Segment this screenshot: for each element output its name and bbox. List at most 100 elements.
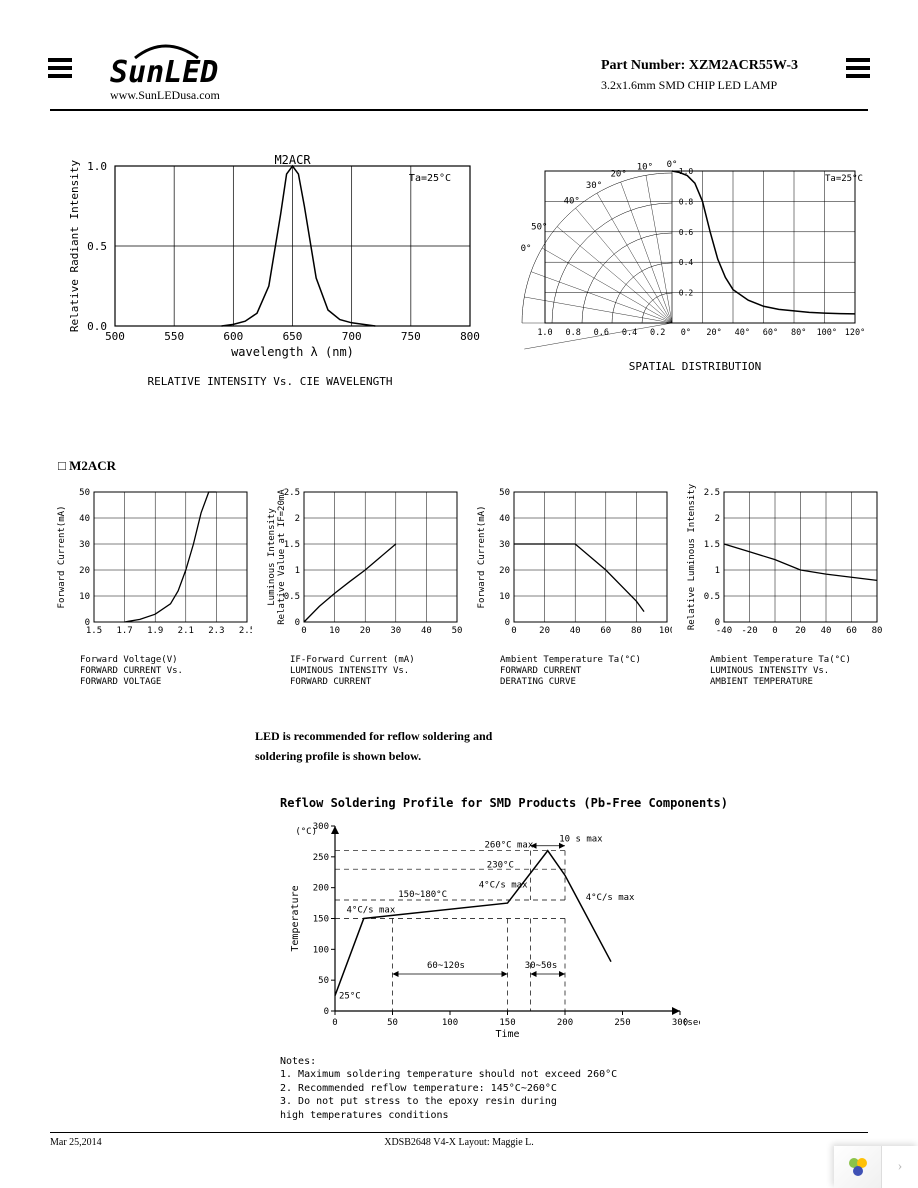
svg-text:Luminous Intensity: Luminous Intensity xyxy=(267,508,277,606)
svg-text:20: 20 xyxy=(539,626,550,636)
logo-url: www.SunLEDusa.com xyxy=(110,88,270,103)
spatial-chart: 40°30°20°10°0°50°60°70°80°90°100°0.20.40… xyxy=(520,151,870,388)
svg-text:80: 80 xyxy=(872,626,882,636)
iv-chart: 1.51.71.92.12.32.501020304050Forward Cur… xyxy=(52,482,252,687)
svg-text:30: 30 xyxy=(390,626,401,636)
svg-text:0.0: 0.0 xyxy=(87,320,107,333)
svg-text:0.8: 0.8 xyxy=(679,197,694,206)
svg-text:60: 60 xyxy=(846,626,857,636)
svg-text:(°C): (°C) xyxy=(295,827,317,837)
svg-text:0.4: 0.4 xyxy=(622,328,637,338)
reflow-notes: Notes: 1. Maximum soldering temperature … xyxy=(50,1055,868,1123)
svg-text:10: 10 xyxy=(79,592,90,602)
svg-text:20: 20 xyxy=(360,626,371,636)
svg-text:200: 200 xyxy=(313,883,329,893)
svg-text:120°: 120° xyxy=(845,328,865,338)
reflow-chart: 050100150200250300050100150200250300260°… xyxy=(50,816,868,1051)
svg-text:600: 600 xyxy=(223,330,243,343)
svg-text:0: 0 xyxy=(85,618,90,628)
svg-text:150: 150 xyxy=(313,914,329,924)
svg-text:20°: 20° xyxy=(611,169,627,179)
svg-text:100: 100 xyxy=(442,1018,458,1028)
svg-text:60~120s: 60~120s xyxy=(427,961,465,971)
svg-text:0: 0 xyxy=(715,618,720,628)
reflow-title: Reflow Soldering Profile for SMD Product… xyxy=(50,796,868,810)
svg-text:0.6: 0.6 xyxy=(594,328,609,338)
svg-text:Ta=25°C: Ta=25°C xyxy=(409,173,451,184)
svg-text:50°: 50° xyxy=(531,223,547,233)
svg-text:0.5: 0.5 xyxy=(704,592,720,602)
svg-text:1.7: 1.7 xyxy=(116,626,132,636)
svg-text:0: 0 xyxy=(332,1018,337,1028)
svg-text:M2ACR: M2ACR xyxy=(274,153,311,167)
svg-text:10: 10 xyxy=(329,626,340,636)
svg-text:40°: 40° xyxy=(735,328,750,338)
svg-text:wavelength λ (nm): wavelength λ (nm) xyxy=(231,345,354,359)
svg-text:0: 0 xyxy=(772,626,777,636)
svg-text:30°: 30° xyxy=(586,181,602,191)
svg-text:100°: 100° xyxy=(817,328,837,338)
svg-text:2: 2 xyxy=(295,514,300,524)
menu-left-icon[interactable] xyxy=(48,58,72,76)
svg-text:40: 40 xyxy=(570,626,581,636)
widget-arrow-icon[interactable]: › xyxy=(882,1146,918,1188)
svg-text:0.6: 0.6 xyxy=(679,228,694,237)
svg-text:30: 30 xyxy=(79,540,90,550)
svg-text:1.0: 1.0 xyxy=(679,167,694,176)
svg-text:Relative Value at IF=20mA: Relative Value at IF=20mA xyxy=(277,489,287,625)
svg-text:100: 100 xyxy=(659,626,672,636)
spatial-caption: SPATIAL DISTRIBUTION xyxy=(520,360,870,373)
svg-text:40: 40 xyxy=(821,626,832,636)
svg-text:1.0: 1.0 xyxy=(87,160,107,173)
svg-text:80: 80 xyxy=(631,626,642,636)
menu-right-icon[interactable] xyxy=(846,58,870,76)
svg-text:30~50s: 30~50s xyxy=(525,961,558,971)
svg-text:60°: 60° xyxy=(763,328,778,338)
svg-text:0.4: 0.4 xyxy=(679,258,694,267)
svg-text:700: 700 xyxy=(342,330,362,343)
lt-caption: Ambient Temperature Ta(°C)LUMINOUS INTEN… xyxy=(682,655,882,687)
svg-text:150: 150 xyxy=(499,1018,515,1028)
footer-date: Mar 25,2014 xyxy=(50,1137,102,1148)
derating-chart: 02040608010001020304050Forward Current(m… xyxy=(472,482,672,687)
svg-text:100: 100 xyxy=(313,945,329,955)
part-desc: 3.2x1.6mm SMD CHIP LED LAMP xyxy=(601,78,798,93)
widget-logo-icon[interactable] xyxy=(834,1146,882,1188)
svg-text:50: 50 xyxy=(387,1018,398,1028)
svg-text:20: 20 xyxy=(499,566,510,576)
svg-text:40: 40 xyxy=(499,514,510,524)
bottom-widget[interactable]: › xyxy=(834,1146,918,1188)
svg-text:2.1: 2.1 xyxy=(178,626,194,636)
wavelength-chart: 5005506006507007508000.00.51.0M2ACRTa=25… xyxy=(60,151,480,388)
svg-text:2.5: 2.5 xyxy=(704,488,720,498)
svg-text:Time: Time xyxy=(495,1029,519,1040)
section-label: M2ACR xyxy=(50,458,868,474)
svg-text:4°C/s max: 4°C/s max xyxy=(479,880,528,890)
svg-text:60: 60 xyxy=(600,626,611,636)
svg-text:250: 250 xyxy=(313,853,329,863)
svg-text:2: 2 xyxy=(715,514,720,524)
svg-text:150~180°C: 150~180°C xyxy=(398,890,447,900)
svg-text:20: 20 xyxy=(79,566,90,576)
svg-text:650: 650 xyxy=(283,330,303,343)
svg-text:2.3: 2.3 xyxy=(208,626,224,636)
svg-text:10: 10 xyxy=(499,592,510,602)
svg-text:Relative Luminous Intensity: Relative Luminous Intensity xyxy=(687,483,697,630)
svg-text:4°C/s max: 4°C/s max xyxy=(586,893,635,903)
svg-text:50: 50 xyxy=(79,488,90,498)
svg-text:20°: 20° xyxy=(706,328,721,338)
svg-text:10 s max: 10 s max xyxy=(559,834,603,844)
svg-text:60°: 60° xyxy=(520,244,531,254)
svg-text:1.9: 1.9 xyxy=(147,626,163,636)
svg-text:Relative Radiant Intensity: Relative Radiant Intensity xyxy=(68,160,81,333)
svg-text:250: 250 xyxy=(614,1018,630,1028)
svg-text:1: 1 xyxy=(715,566,720,576)
svg-text:2.5: 2.5 xyxy=(239,626,252,636)
svg-text:Ta=25°C: Ta=25°C xyxy=(825,174,863,184)
part-block: Part Number: XZM2ACR55W-3 3.2x1.6mm SMD … xyxy=(601,58,828,93)
svg-text:50: 50 xyxy=(318,976,329,986)
svg-text:0.5: 0.5 xyxy=(87,240,107,253)
svg-text:0.2: 0.2 xyxy=(650,328,665,338)
footer-doc: XDSB2648 V4-X Layout: Maggie L. xyxy=(384,1137,534,1148)
svg-text:50: 50 xyxy=(499,488,510,498)
